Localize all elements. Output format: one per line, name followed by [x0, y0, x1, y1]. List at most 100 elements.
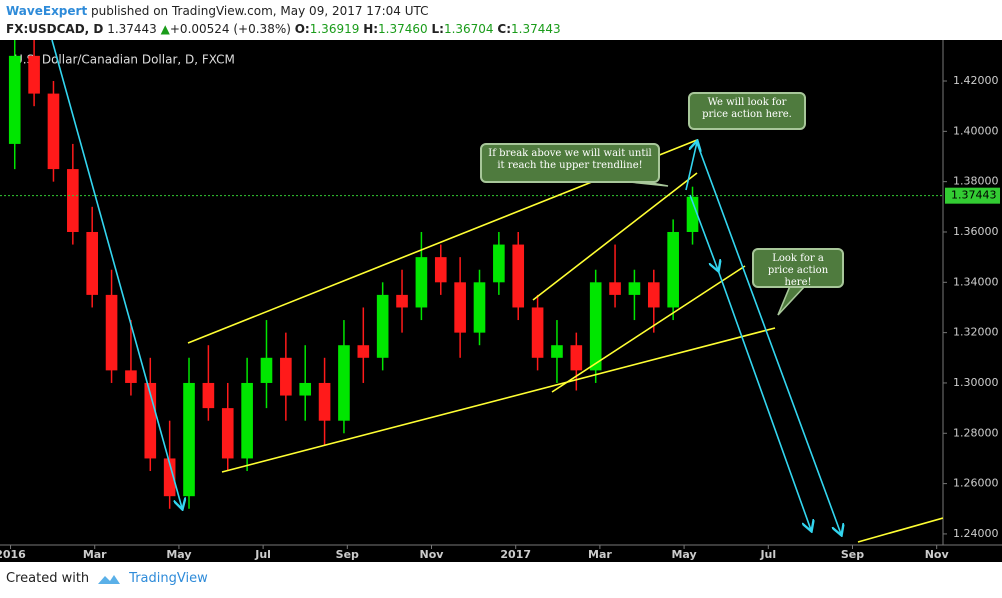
- quote-line: FX:USDCAD, D 1.37443 ▲+0.00524 (+0.38%) …: [6, 20, 561, 38]
- candle-body: [260, 357, 273, 383]
- background: [0, 40, 1002, 562]
- x-tick-label: Jul: [759, 548, 776, 561]
- chart-title: U.S. Dollar/Canadian Dollar, D, FXCM: [14, 53, 235, 67]
- x-tick-label: Mar: [83, 548, 107, 561]
- y-tick-label: 1.30000: [953, 376, 999, 389]
- brand[interactable]: TradingView: [129, 571, 208, 586]
- y-tick-label: 1.26000: [953, 477, 999, 490]
- y-tick-label: 1.38000: [953, 175, 999, 188]
- open-label: O:: [294, 22, 310, 36]
- drawings: [51, 40, 943, 543]
- candle-body: [8, 55, 21, 144]
- y-tick-label: 1.34000: [953, 275, 999, 288]
- close-label: C:: [497, 22, 511, 36]
- header: WaveExpert published on TradingView.com,…: [6, 2, 561, 38]
- change: +0.00524 (+0.38%): [169, 22, 291, 36]
- candle-body: [570, 345, 583, 371]
- candle-body: [512, 244, 525, 308]
- callout-tail: [777, 285, 806, 316]
- y-tick-label: 1.42000: [953, 74, 999, 87]
- candle-body: [105, 294, 118, 371]
- candle-body: [473, 282, 486, 333]
- y-tick-label: 1.24000: [953, 527, 999, 540]
- publish-line: WaveExpert published on TradingView.com,…: [6, 2, 561, 20]
- trendline: [857, 517, 943, 543]
- trendline: [532, 172, 698, 301]
- x-tick-label: Sep: [841, 548, 864, 561]
- x-tick-label: Nov: [420, 548, 445, 561]
- x-tick-label: May: [671, 548, 696, 561]
- last-price-tag: [945, 187, 1000, 204]
- candle-body: [125, 370, 137, 383]
- arrow: [51, 40, 182, 508]
- candle-body: [647, 282, 660, 308]
- price: 1.37443: [107, 22, 157, 36]
- trendline: [221, 327, 776, 473]
- x-tick-label: Mar: [588, 548, 612, 561]
- candle-body: [667, 231, 679, 308]
- candle-body: [86, 231, 99, 295]
- arrow: [689, 194, 718, 270]
- arrow: [717, 269, 811, 530]
- candle-body: [163, 458, 176, 497]
- created-with: Created with: [6, 571, 90, 586]
- y-tick-label: 1.32000: [953, 326, 999, 339]
- candle-body: [434, 257, 447, 283]
- callout: We will look for price action here.: [688, 92, 806, 130]
- candle-body: [609, 282, 621, 295]
- trendline: [551, 265, 746, 393]
- candle-body: [531, 307, 544, 358]
- high: 1.37460: [378, 22, 428, 36]
- candle-body: [280, 357, 292, 396]
- candle-body: [589, 282, 602, 371]
- low-label: L:: [431, 22, 444, 36]
- candle-body: [686, 196, 699, 232]
- arrow: [685, 142, 697, 191]
- last-price-label: 1.37443: [951, 189, 997, 202]
- candle-body: [144, 382, 157, 459]
- plot: [0, 40, 943, 509]
- callout: Look for a price action here!: [752, 248, 844, 288]
- y-tick-label: 1.36000: [953, 225, 999, 238]
- callout: If break above we will wait until it rea…: [480, 143, 660, 183]
- arrow: [696, 142, 841, 534]
- candle-body: [628, 282, 641, 295]
- x-tick-label: 2017: [500, 548, 531, 561]
- x-tick-label: May: [166, 548, 191, 561]
- y-tick-label: 1.28000: [953, 426, 999, 439]
- x-tick-label: Jul: [254, 548, 271, 561]
- up-arrow: ▲: [160, 22, 170, 36]
- chart: U.S. Dollar/Canadian Dollar, D, FXCM 1.2…: [0, 40, 1002, 562]
- x-tick-label: 2016: [0, 548, 26, 561]
- chart-wrap: U.S. Dollar/Canadian Dollar, D, FXCM 1.2…: [0, 40, 1002, 562]
- candle-body: [551, 345, 563, 358]
- candle-body: [221, 408, 234, 459]
- candle-body: [202, 382, 215, 409]
- x-tick-label: Sep: [336, 548, 359, 561]
- symbol: FX:USDCAD, D: [6, 22, 104, 36]
- logo: [98, 574, 121, 584]
- low: 1.36704: [443, 22, 494, 36]
- candle-body: [376, 294, 389, 358]
- y-tick-label: 1.40000: [953, 124, 999, 137]
- candle-body: [241, 382, 253, 459]
- published: published on TradingView.com, May 09, 20…: [91, 4, 429, 18]
- candle-body: [396, 294, 408, 308]
- footer: Created with TradingView: [6, 571, 208, 586]
- high-label: H:: [363, 22, 379, 36]
- author[interactable]: WaveExpert: [6, 4, 88, 18]
- x-tick-label: Nov: [925, 548, 950, 561]
- candle-body: [183, 382, 195, 497]
- candle-body: [67, 169, 79, 232]
- close: 1.37443: [511, 22, 561, 36]
- candle-body: [338, 345, 350, 421]
- candle-body: [454, 282, 466, 333]
- candle-body: [299, 382, 312, 396]
- candle-body: [47, 93, 60, 170]
- candle-body: [318, 382, 331, 421]
- candle-body: [357, 345, 370, 358]
- candle-body: [415, 257, 428, 308]
- candle-body: [28, 55, 40, 94]
- candle-body: [493, 244, 505, 283]
